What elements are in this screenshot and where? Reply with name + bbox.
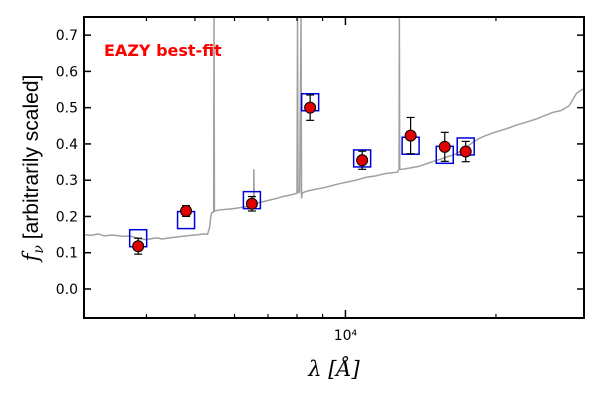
observed-point-0: [132, 240, 145, 253]
y-tick-label-2: 0.2: [56, 209, 78, 225]
observed-point-6: [438, 140, 451, 153]
observed-point-3: [304, 101, 317, 114]
observed-point-1: [180, 205, 193, 218]
plot-area: [84, 17, 584, 318]
observed-points-layer: [132, 94, 472, 255]
y-axis-label: fν [arbitrarily scaled]: [19, 75, 47, 264]
annotation-eazy: EAZY best-fit: [104, 41, 222, 60]
y-tick-label-1: 0.1: [56, 246, 78, 262]
y-tick-label-3: 0.3: [56, 173, 78, 189]
y-axis-ticks: 0.0 0.1 0.2 0.3 0.4 0.5 0.6 0.7: [56, 28, 584, 298]
y-axis-label-symbol: f: [19, 250, 43, 263]
x-tick-label-0: 10⁴: [334, 328, 358, 344]
y-axis-label-subscript: ν: [31, 245, 47, 254]
y-axis-label-rest: [arbitrarily scaled]: [20, 75, 43, 245]
y-tick-label-5: 0.5: [56, 101, 78, 117]
observed-point-7: [459, 145, 472, 158]
x-axis-ticks: 10⁴: [145, 17, 497, 344]
y-tick-label-4: 0.4: [56, 137, 78, 153]
y-tick-label-0: 0.0: [56, 282, 78, 298]
y-tick-label-6: 0.6: [56, 64, 78, 80]
x-axis-label: λ [Å]: [307, 356, 360, 381]
observed-point-4: [356, 154, 369, 167]
observed-point-2: [245, 197, 258, 210]
plot-frame: [83, 16, 585, 319]
observed-point-5: [404, 129, 417, 142]
y-tick-label-7: 0.7: [56, 28, 78, 44]
